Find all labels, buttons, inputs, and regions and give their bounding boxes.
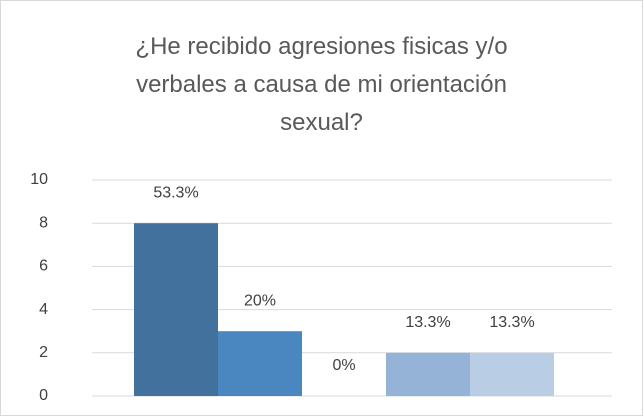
y-tick-label: 4 — [39, 301, 48, 318]
bar — [386, 352, 470, 396]
data-label: 20% — [244, 292, 276, 309]
y-tick-label: 2 — [39, 344, 48, 361]
data-label: 0% — [332, 357, 355, 374]
y-tick-label: 6 — [39, 258, 48, 275]
y-tick-label: 10 — [30, 171, 48, 188]
y-tick-label: 8 — [39, 214, 48, 231]
data-label: 13.3% — [405, 314, 450, 331]
data-label: 53.3% — [153, 184, 198, 201]
bar — [470, 352, 554, 396]
bar — [218, 331, 302, 396]
data-label: 13.3% — [489, 314, 534, 331]
y-tick-label: 0 — [39, 387, 48, 404]
bar — [134, 223, 218, 396]
chart-title: ¿He recibido agresiones fisicas y/o verb… — [135, 33, 508, 136]
